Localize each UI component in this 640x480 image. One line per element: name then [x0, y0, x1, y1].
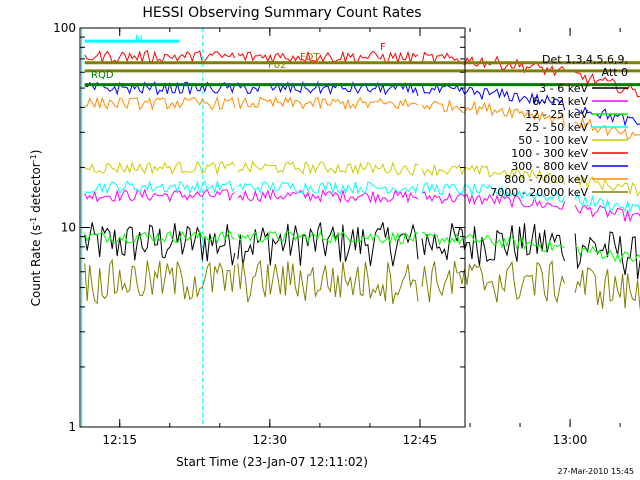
series-line: [574, 245, 640, 264]
y-axis-label: Count Rate (s-1 detector-1): [29, 150, 44, 307]
x-tick-label: 13:00: [553, 433, 588, 447]
series-line: [84, 222, 236, 266]
series-line: [237, 259, 419, 305]
legend-entry-5: 100 - 300 keV: [511, 147, 588, 160]
series-line: [84, 95, 236, 111]
series-line: [574, 174, 640, 197]
series-line: [421, 181, 566, 203]
series-line: [237, 230, 419, 245]
series-line: [84, 258, 236, 305]
series-line: [237, 181, 419, 195]
y-axis-ticks: 1 10 100: [53, 21, 465, 434]
flag-label-RQD: RQD: [91, 70, 114, 81]
series-line: [421, 164, 566, 185]
series-line: [574, 116, 640, 140]
y-tick-label: 100: [53, 21, 76, 35]
series-7: [84, 95, 640, 140]
flag-label-FDT: FDT: [300, 52, 320, 63]
legend-entry-6: 300 - 800 keV: [511, 160, 588, 173]
series-line: [574, 192, 640, 214]
y-tick-label: 1: [68, 420, 76, 434]
series-line: [574, 267, 640, 310]
series-line: [84, 49, 236, 65]
flag-label-F02: F02: [268, 60, 286, 71]
legend-entry-2: 12 - 25 keV: [525, 108, 588, 121]
series-line: [421, 100, 566, 126]
x-tick-label: 12:30: [253, 433, 288, 447]
series-8: [84, 258, 640, 310]
series-3: [84, 179, 640, 214]
series-2: [84, 229, 640, 264]
series-line: [237, 222, 419, 267]
series-line: [237, 96, 419, 111]
series-line: [421, 232, 565, 252]
series-line: [574, 204, 640, 223]
legend-entry-1: 6 - 12 keV: [532, 95, 588, 108]
series-line: [574, 231, 640, 280]
series-line: [84, 188, 236, 203]
series-line: [84, 160, 236, 176]
flag-label-N: N: [135, 34, 142, 45]
legend-entry-8: 7000 - 20000 keV: [490, 186, 588, 199]
data-layer: FDT F02 RQD F N: [81, 28, 640, 427]
legend-entry-0: 3 - 6 keV: [539, 82, 588, 95]
series-line: [421, 191, 566, 210]
legend-header-line-2: Att 0: [602, 66, 628, 79]
series-line: [84, 229, 236, 244]
x-axis-label: Start Time (23-Jan-07 12:11:02): [176, 455, 368, 469]
legend-entry-3: 25 - 50 keV: [525, 121, 588, 134]
date-stamp: 27-Mar-2010 15:45: [558, 467, 635, 476]
chart-title: HESSI Observing Summary Count Rates: [142, 5, 421, 21]
series-line: [237, 188, 419, 204]
flag-label-F: F: [380, 42, 386, 53]
legend-header-line-1: Det 1,3,4,5,6,9,: [542, 53, 628, 66]
series-0: [84, 222, 640, 280]
series-line: [421, 223, 566, 267]
series-line: [574, 106, 640, 127]
flag-bars: [84, 39, 640, 87]
series-4: [84, 160, 640, 197]
x-tick-label: 12:45: [403, 433, 438, 447]
y-tick-label: 10: [61, 221, 76, 235]
series-line: [421, 259, 566, 304]
series-line: [237, 160, 419, 176]
series-line: [84, 179, 236, 195]
legend-entry-7: 800 - 7000 keV: [504, 173, 588, 186]
series-1: [84, 188, 640, 223]
x-tick-label: 12:15: [102, 433, 137, 447]
legend-entry-4: 50 - 100 keV: [518, 134, 588, 147]
